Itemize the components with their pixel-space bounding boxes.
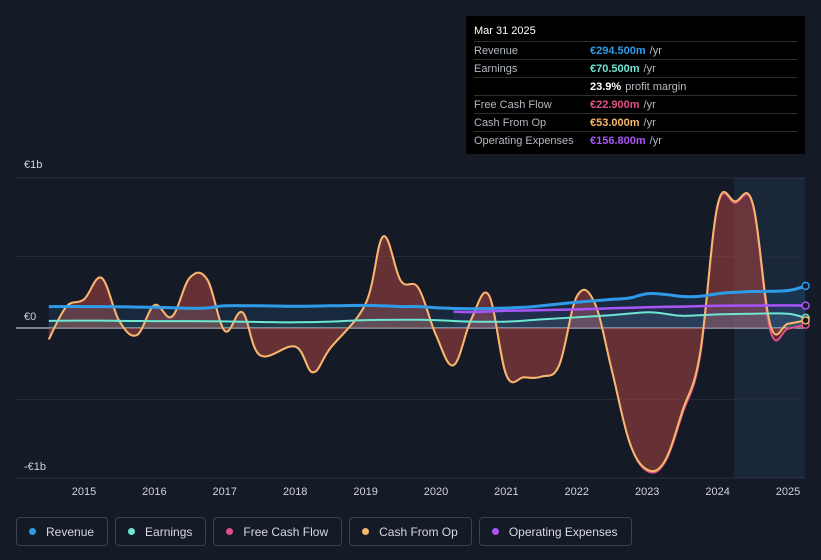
legend-label: Free Cash Flow <box>243 524 329 539</box>
y-axis-ticks: €1b €0 -€1b <box>24 159 46 473</box>
tooltip-value: €22.900m <box>590 98 640 111</box>
tooltip-unit: /yr <box>643 62 656 75</box>
tooltip-row-cash-from-op: Cash From Op €53.000m /yr <box>474 113 797 131</box>
legend-dot-icon <box>128 528 136 535</box>
series-area-free-cash-flow <box>48 193 806 473</box>
x-tick-label: 2022 <box>565 486 589 498</box>
series-area-revenue <box>48 285 806 328</box>
tooltip-value: €156.800m <box>590 134 646 147</box>
y-tick-label: €1b <box>24 159 42 171</box>
legend-label: Operating Expenses <box>508 524 618 539</box>
tooltip-row-operating-expenses: Operating Expenses €156.800m /yr <box>474 131 797 149</box>
series-end-dots <box>801 281 810 329</box>
tooltip-row-revenue: Revenue €294.500m /yr <box>474 41 797 59</box>
x-tick-label: 2016 <box>142 486 166 498</box>
x-tick-label: 2021 <box>494 486 518 498</box>
series-end-dot <box>801 316 810 325</box>
tooltip-value: 23.9% <box>590 80 622 93</box>
series-end-dot <box>801 281 810 291</box>
legend-dot-icon <box>226 528 234 535</box>
legend-label: Cash From Op <box>379 524 458 539</box>
legend-item-revenue[interactable]: Revenue <box>16 517 109 546</box>
legend-item-free-cash-flow[interactable]: Free Cash Flow <box>213 517 343 546</box>
x-tick-label: 2017 <box>213 486 237 498</box>
x-tick-label: 2025 <box>776 486 800 498</box>
x-tick-label: 2023 <box>635 486 659 498</box>
x-tick-label: 2020 <box>424 486 448 498</box>
tooltip-label: Operating Expenses <box>474 134 574 147</box>
tooltip-value: €294.500m <box>590 44 646 57</box>
legend-dot-icon <box>29 528 36 535</box>
tooltip-row-free-cash-flow: Free Cash Flow €22.900m /yr <box>474 95 797 113</box>
series-line-cash-from-op <box>47 190 806 473</box>
legend-item-earnings[interactable]: Earnings <box>115 517 207 546</box>
legend-item-cash-from-op[interactable]: Cash From Op <box>349 517 472 546</box>
tooltip-row-earnings: Earnings €70.500m /yr <box>474 59 797 77</box>
tooltip-value: €70.500m <box>590 62 640 75</box>
x-axis-ticks: 2015 2016 2017 2018 2019 2020 2021 2022 2023 2024… <box>72 486 800 498</box>
tooltip-unit: /yr <box>649 44 662 57</box>
tooltip-label: Free Cash Flow <box>474 98 552 111</box>
x-tick-label: 2015 <box>72 486 96 498</box>
tooltip-unit: /yr <box>649 134 662 147</box>
tooltip-label: Revenue <box>474 44 519 57</box>
y-tick-label: -€1b <box>24 461 46 473</box>
series-line-operating-expenses <box>453 304 806 314</box>
series-lines <box>47 190 807 474</box>
series-end-dot <box>801 301 810 310</box>
x-tick-label: 2024 <box>705 486 729 498</box>
tooltip-panel: Mar 31 2025 Revenue €294.500m /yr Earnin… <box>466 16 805 154</box>
x-tick-label: 2018 <box>283 486 307 498</box>
y-tick-label: €0 <box>24 311 36 323</box>
tooltip-label: Earnings <box>474 62 518 75</box>
tooltip-label: Cash From Op <box>474 116 547 129</box>
series-line-earnings <box>48 311 806 324</box>
series-area-cash-from-op <box>48 191 806 472</box>
legend-item-operating-expenses[interactable]: Operating Expenses <box>478 517 632 546</box>
tooltip-value: €53.000m <box>590 116 640 129</box>
tooltip-unit: /yr <box>643 116 656 129</box>
legend: Revenue Earnings Free Cash Flow Cash Fro… <box>16 517 639 546</box>
legend-dot-icon <box>362 528 370 535</box>
series-line-revenue <box>48 284 807 311</box>
legend-label: Earnings <box>145 524 193 539</box>
tooltip-unit: /yr <box>643 98 656 111</box>
tooltip-row-profit-margin: 23.9% profit margin <box>474 77 797 95</box>
legend-label: Revenue <box>46 524 95 539</box>
legend-dot-icon <box>491 528 499 535</box>
series-areas <box>48 191 806 473</box>
tooltip-unit: profit margin <box>625 80 687 93</box>
tooltip-date: Mar 31 2025 <box>474 25 536 37</box>
x-tick-label: 2019 <box>353 486 377 498</box>
